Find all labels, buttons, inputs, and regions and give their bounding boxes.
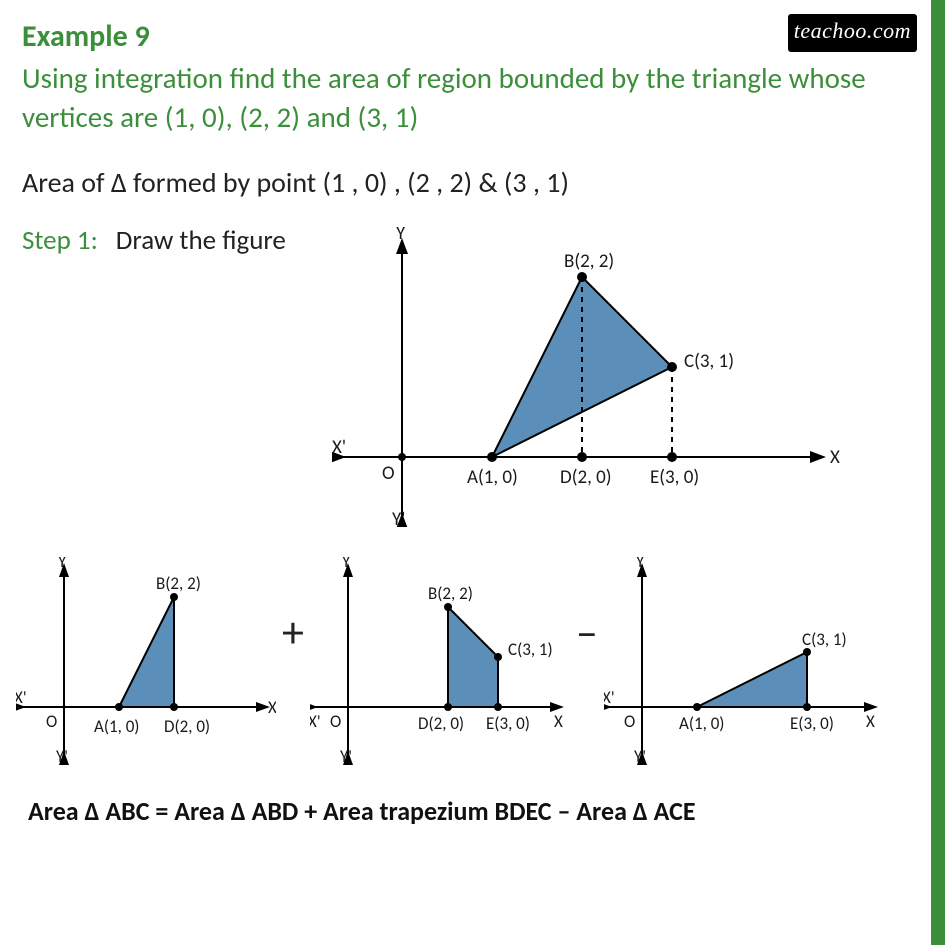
minus-operator: – — [576, 605, 598, 659]
sidebar-accent — [931, 0, 945, 945]
f1-o: O — [46, 711, 57, 732]
f2-e: E(3, 0) — [486, 713, 530, 734]
f2-o: O — [330, 711, 341, 732]
area-formula: Area Δ ABC = Area Δ ABD + Area trapezium… — [28, 795, 905, 827]
axis-xneg-label: X' — [332, 436, 346, 459]
main-chart-svg: Y Y' X X' O A(1, 0) B(2, 2) C(3, 1) D(2,… — [332, 227, 852, 527]
point-a-label: A(1, 0) — [467, 466, 518, 489]
f2-xneg: X' — [310, 711, 321, 732]
question-text: Using integration find the area of regio… — [22, 59, 905, 137]
small-figures-row: Y Y' X X' O A(1, 0) B(2, 2) D(2, 0) + — [16, 557, 905, 767]
page-content: Example 9 Using integration find the are… — [0, 0, 945, 847]
f3-e: E(3, 0) — [790, 713, 834, 734]
f3-o: O — [624, 711, 635, 732]
f3-y: Y — [636, 557, 645, 572]
step1-text: Draw the figure — [116, 224, 286, 257]
point-d-label: D(2, 0) — [560, 466, 612, 489]
f3-xneg: X' — [604, 687, 615, 708]
f2-d: D(2, 0) — [418, 713, 464, 734]
f2-y: Y — [342, 557, 351, 572]
point-b-label: B(2, 2) — [564, 250, 614, 273]
f2-c: C(3, 1) — [508, 639, 553, 660]
f1-y: Y — [58, 557, 67, 572]
axis-yneg-label: Y' — [392, 508, 405, 527]
watermark: teachoo.com — [788, 14, 917, 52]
f3-x: X — [866, 711, 875, 732]
point-e-label: E(3, 0) — [650, 466, 699, 489]
f1-b: B(2, 2) — [156, 573, 201, 594]
plus-operator: + — [282, 605, 304, 659]
step1-label: Step 1: — [22, 224, 98, 257]
small-fig-3: Y Y' X X' O A(1, 0) C(3, 1) E(3, 0) — [604, 557, 884, 767]
f1-yneg: Y' — [56, 746, 68, 767]
f1-xneg: X' — [16, 687, 27, 708]
example-label: Example 9 — [22, 18, 905, 55]
f1-d: D(2, 0) — [164, 716, 210, 737]
origin-label: O — [382, 462, 395, 485]
f3-a: A(1, 0) — [679, 713, 724, 734]
axis-x-label: X — [830, 446, 840, 469]
point-c-label: C(3, 1) — [684, 350, 734, 373]
main-figure: Y Y' X X' O A(1, 0) B(2, 2) C(3, 1) D(2,… — [332, 227, 905, 527]
f3-c: C(3, 1) — [802, 629, 847, 650]
area-line: Area of Δ formed by point (1 , 0) , (2 ,… — [22, 165, 905, 200]
f2-yneg: Y' — [340, 746, 352, 767]
small-fig-1: Y Y' X X' O A(1, 0) B(2, 2) D(2, 0) — [16, 557, 276, 767]
axis-y-label: Y — [396, 227, 406, 245]
f1-x: X — [268, 697, 276, 718]
f1-a: A(1, 0) — [94, 716, 139, 737]
f2-b: B(2, 2) — [428, 583, 473, 604]
f2-x: X — [554, 711, 563, 732]
small-fig-2: Y Y' X X' O B(2, 2) C(3, 1) D(2, 0) E(3,… — [310, 557, 570, 767]
f3-yneg: Y' — [634, 746, 646, 767]
